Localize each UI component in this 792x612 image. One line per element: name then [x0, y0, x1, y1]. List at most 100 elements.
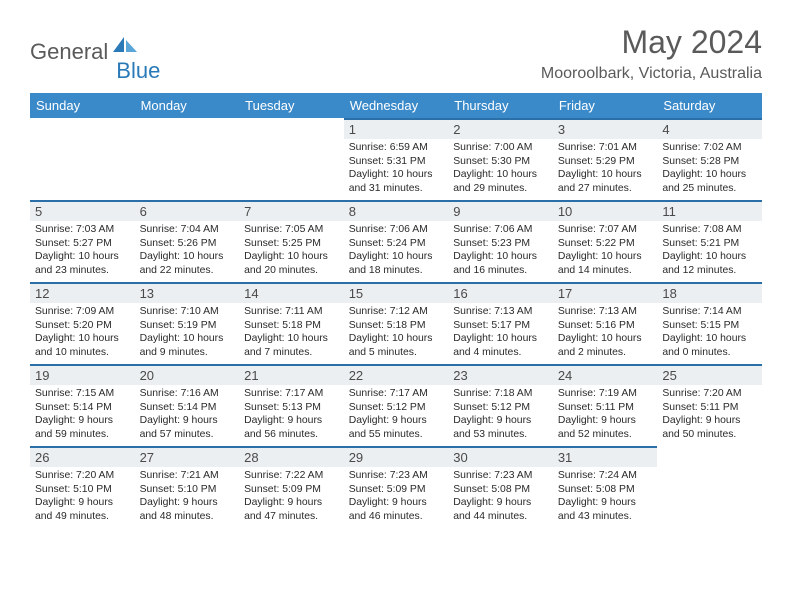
calendar-day-cell: 25Sunrise: 7:20 AMSunset: 5:11 PMDayligh… — [657, 364, 762, 446]
sunset-text: Sunset: 5:09 PM — [349, 483, 444, 497]
sunset-text: Sunset: 5:11 PM — [662, 401, 757, 415]
daylight-text: Daylight: 10 hours and 25 minutes. — [662, 168, 757, 195]
day-details: Sunrise: 7:17 AMSunset: 5:13 PMDaylight:… — [239, 387, 344, 442]
day-details: Sunrise: 7:14 AMSunset: 5:15 PMDaylight:… — [657, 305, 762, 360]
sunrise-text: Sunrise: 7:19 AM — [558, 387, 653, 401]
day-number: 24 — [553, 364, 658, 385]
calendar-day-cell: 17Sunrise: 7:13 AMSunset: 5:16 PMDayligh… — [553, 282, 658, 364]
sunrise-text: Sunrise: 7:00 AM — [453, 141, 548, 155]
sunset-text: Sunset: 5:28 PM — [662, 155, 757, 169]
day-details: Sunrise: 7:06 AMSunset: 5:24 PMDaylight:… — [344, 223, 449, 278]
calendar-day-cell: 2 Sunrise: 7:00 AMSunset: 5:30 PMDaylight… — [448, 118, 553, 200]
day-details: Sunrise: 7:20 AMSunset: 5:11 PMDaylight:… — [657, 387, 762, 442]
sunrise-text: Sunrise: 7:24 AM — [558, 469, 653, 483]
calendar-day-cell: 19Sunrise: 7:15 AMSunset: 5:14 PMDayligh… — [30, 364, 135, 446]
sunset-text: Sunset: 5:25 PM — [244, 237, 339, 251]
sunrise-text: Sunrise: 7:18 AM — [453, 387, 548, 401]
sunset-text: Sunset: 5:08 PM — [453, 483, 548, 497]
sunset-text: Sunset: 5:30 PM — [453, 155, 548, 169]
sunset-text: Sunset: 5:15 PM — [662, 319, 757, 333]
sunset-text: Sunset: 5:14 PM — [35, 401, 130, 415]
weekday-header: Monday — [135, 93, 240, 118]
day-details: Sunrise: 7:13 AMSunset: 5:17 PMDaylight:… — [448, 305, 553, 360]
day-details: Sunrise: 6:59 AMSunset: 5:31 PMDaylight:… — [344, 141, 449, 196]
day-number: 28 — [239, 446, 344, 467]
sunset-text: Sunset: 5:09 PM — [244, 483, 339, 497]
calendar-week-row: 12Sunrise: 7:09 AMSunset: 5:20 PMDayligh… — [30, 282, 762, 364]
calendar-day-cell: 4Sunrise: 7:02 AMSunset: 5:28 PMDaylight… — [657, 118, 762, 200]
sunset-text: Sunset: 5:10 PM — [35, 483, 130, 497]
sunrise-text: Sunrise: 7:17 AM — [349, 387, 444, 401]
day-number: 30 — [448, 446, 553, 467]
sunrise-text: Sunrise: 7:06 AM — [453, 223, 548, 237]
day-details: Sunrise: 7:01 AMSunset: 5:29 PMDaylight:… — [553, 141, 658, 196]
sunrise-text: Sunrise: 7:23 AM — [349, 469, 444, 483]
day-details: Sunrise: 7:16 AMSunset: 5:14 PMDaylight:… — [135, 387, 240, 442]
sunrise-text: Sunrise: 7:12 AM — [349, 305, 444, 319]
day-number: 13 — [135, 282, 240, 303]
day-number: 17 — [553, 282, 658, 303]
calendar-day-cell: 13Sunrise: 7:10 AMSunset: 5:19 PMDayligh… — [135, 282, 240, 364]
calendar-table: SundayMondayTuesdayWednesdayThursdayFrid… — [30, 93, 762, 528]
calendar-day-cell: 28Sunrise: 7:22 AMSunset: 5:09 PMDayligh… — [239, 446, 344, 528]
daylight-text: Daylight: 10 hours and 20 minutes. — [244, 250, 339, 277]
daylight-text: Daylight: 9 hours and 59 minutes. — [35, 414, 130, 441]
day-number: 10 — [553, 200, 658, 221]
daylight-text: Daylight: 10 hours and 10 minutes. — [35, 332, 130, 359]
calendar-body: 1Sunrise: 6:59 AMSunset: 5:31 PMDaylight… — [30, 118, 762, 528]
sunrise-text: Sunrise: 7:13 AM — [558, 305, 653, 319]
day-details: Sunrise: 7:08 AMSunset: 5:21 PMDaylight:… — [657, 223, 762, 278]
sunset-text: Sunset: 5:20 PM — [35, 319, 130, 333]
day-details: Sunrise: 7:21 AMSunset: 5:10 PMDaylight:… — [135, 469, 240, 524]
daylight-text: Daylight: 10 hours and 7 minutes. — [244, 332, 339, 359]
calendar-day-cell: 21Sunrise: 7:17 AMSunset: 5:13 PMDayligh… — [239, 364, 344, 446]
calendar-day-cell: 11Sunrise: 7:08 AMSunset: 5:21 PMDayligh… — [657, 200, 762, 282]
day-number: 29 — [344, 446, 449, 467]
calendar-day-cell: 9Sunrise: 7:06 AMSunset: 5:23 PMDaylight… — [448, 200, 553, 282]
location-subtitle: Mooroolbark, Victoria, Australia — [541, 65, 762, 83]
calendar-empty-cell — [657, 446, 762, 528]
sunset-text: Sunset: 5:16 PM — [558, 319, 653, 333]
calendar-day-cell: 14Sunrise: 7:11 AMSunset: 5:18 PMDayligh… — [239, 282, 344, 364]
day-details: Sunrise: 7:24 AMSunset: 5:08 PMDaylight:… — [553, 469, 658, 524]
daylight-text: Daylight: 10 hours and 31 minutes. — [349, 168, 444, 195]
daylight-text: Daylight: 9 hours and 53 minutes. — [453, 414, 548, 441]
calendar-week-row: 1Sunrise: 6:59 AMSunset: 5:31 PMDaylight… — [30, 118, 762, 200]
calendar-empty-cell — [239, 118, 344, 200]
sunrise-text: Sunrise: 7:06 AM — [349, 223, 444, 237]
sunset-text: Sunset: 5:12 PM — [349, 401, 444, 415]
calendar-day-cell: 18Sunrise: 7:14 AMSunset: 5:15 PMDayligh… — [657, 282, 762, 364]
daylight-text: Daylight: 9 hours and 52 minutes. — [558, 414, 653, 441]
calendar-day-cell: 5Sunrise: 7:03 AMSunset: 5:27 PMDaylight… — [30, 200, 135, 282]
sunrise-text: Sunrise: 7:13 AM — [453, 305, 548, 319]
calendar-empty-cell — [30, 118, 135, 200]
sunset-text: Sunset: 5:18 PM — [349, 319, 444, 333]
daylight-text: Daylight: 10 hours and 16 minutes. — [453, 250, 548, 277]
day-number: 2 — [448, 118, 553, 139]
daylight-text: Daylight: 10 hours and 22 minutes. — [140, 250, 235, 277]
calendar-day-cell: 15Sunrise: 7:12 AMSunset: 5:18 PMDayligh… — [344, 282, 449, 364]
logo-text-general: General — [30, 39, 108, 65]
day-details: Sunrise: 7:02 AMSunset: 5:28 PMDaylight:… — [657, 141, 762, 196]
day-details: Sunrise: 7:05 AMSunset: 5:25 PMDaylight:… — [239, 223, 344, 278]
sunset-text: Sunset: 5:19 PM — [140, 319, 235, 333]
daylight-text: Daylight: 9 hours and 56 minutes. — [244, 414, 339, 441]
day-number: 1 — [344, 118, 449, 139]
daylight-text: Daylight: 9 hours and 50 minutes. — [662, 414, 757, 441]
calendar-empty-cell — [135, 118, 240, 200]
daylight-text: Daylight: 9 hours and 55 minutes. — [349, 414, 444, 441]
sunset-text: Sunset: 5:11 PM — [558, 401, 653, 415]
day-details: Sunrise: 7:22 AMSunset: 5:09 PMDaylight:… — [239, 469, 344, 524]
weekday-header: Wednesday — [344, 93, 449, 118]
page-header: General Blue May 2024 Mooroolbark, Victo… — [30, 24, 762, 83]
daylight-text: Daylight: 9 hours and 43 minutes. — [558, 496, 653, 523]
day-details: Sunrise: 7:04 AMSunset: 5:26 PMDaylight:… — [135, 223, 240, 278]
sunrise-text: Sunrise: 7:02 AM — [662, 141, 757, 155]
weekday-header: Tuesday — [239, 93, 344, 118]
daylight-text: Daylight: 10 hours and 14 minutes. — [558, 250, 653, 277]
weekday-header: Friday — [553, 93, 658, 118]
day-number: 9 — [448, 200, 553, 221]
day-details: Sunrise: 7:15 AMSunset: 5:14 PMDaylight:… — [30, 387, 135, 442]
day-number: 14 — [239, 282, 344, 303]
daylight-text: Daylight: 10 hours and 29 minutes. — [453, 168, 548, 195]
